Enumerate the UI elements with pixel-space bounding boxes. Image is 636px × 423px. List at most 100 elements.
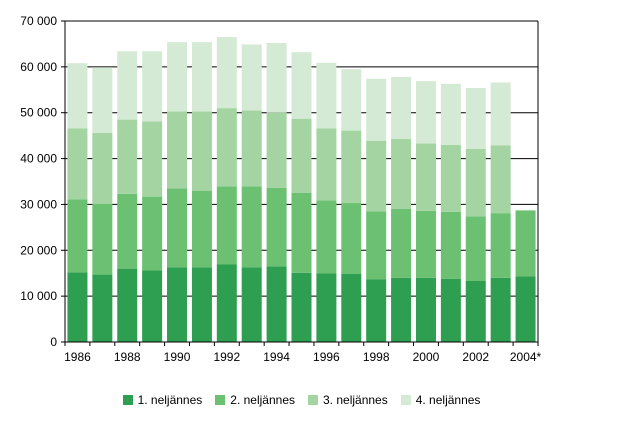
legend-label: 4. neljännes xyxy=(415,393,481,407)
x-tick-label: 2004* xyxy=(510,350,542,364)
bar-segment xyxy=(391,76,412,139)
x-tick-label: 1986 xyxy=(64,350,91,364)
bar-segment xyxy=(216,186,237,265)
bar-segment xyxy=(142,121,163,197)
y-tick-label: 0 xyxy=(50,335,57,349)
bar-segment xyxy=(92,274,113,342)
y-tick-label: 50 000 xyxy=(20,106,57,120)
legend-item-1: 1. neljännes xyxy=(122,393,202,407)
bar-segment xyxy=(440,83,461,145)
bar-segment xyxy=(341,69,362,131)
bar-segment xyxy=(191,190,212,268)
bar-segment xyxy=(191,267,212,342)
bar-segment xyxy=(167,42,188,112)
x-tick-label: 2002 xyxy=(462,350,489,364)
bar-segment xyxy=(241,267,262,342)
y-tick-label: 60 000 xyxy=(20,60,57,74)
bar-segment xyxy=(415,143,436,211)
bar-segment xyxy=(465,281,486,342)
bar-segment xyxy=(415,81,436,144)
bar-segment xyxy=(92,203,113,275)
bar-segment xyxy=(465,87,486,149)
x-tick-label: 1992 xyxy=(213,350,240,364)
y-tick-label: 30 000 xyxy=(20,197,57,211)
bar-segment xyxy=(241,186,262,268)
x-tick-label: 1990 xyxy=(164,350,191,364)
bar-segment xyxy=(291,192,312,273)
bar-segment xyxy=(67,63,88,129)
bar-segment xyxy=(216,264,237,342)
legend-item-2: 2. neljännes xyxy=(215,393,295,407)
bar-segment xyxy=(465,216,486,282)
legend-label: 2. neljännes xyxy=(230,393,295,407)
bar-segment xyxy=(117,119,138,194)
bar-segment xyxy=(366,78,387,141)
bar-segment xyxy=(490,145,511,214)
bar-segment xyxy=(266,266,287,342)
bar-segment xyxy=(316,62,337,129)
bar-segment xyxy=(191,42,212,112)
bar-segment xyxy=(117,193,138,269)
bar-segment xyxy=(92,67,113,133)
legend-swatch xyxy=(215,395,226,405)
legend-swatch xyxy=(308,395,318,405)
legend-item-4: 4. neljännes xyxy=(400,393,481,407)
bar-segment xyxy=(316,273,337,342)
x-tick-label: 1996 xyxy=(313,350,340,364)
bar-segment xyxy=(391,138,412,210)
bar-segment xyxy=(92,132,113,204)
bar-segment xyxy=(440,278,461,342)
bar-segment xyxy=(490,82,511,146)
bar-segment xyxy=(67,199,88,273)
y-tick-label: 40 000 xyxy=(20,152,57,166)
bar-segment xyxy=(117,51,138,120)
y-tick-label: 20 000 xyxy=(20,243,57,257)
bar-segment xyxy=(142,270,163,342)
bar-segment xyxy=(515,276,536,342)
legend-label: 3. neljännes xyxy=(323,393,388,407)
legend-swatch xyxy=(122,395,133,405)
bar-segment xyxy=(67,272,88,342)
bar-segment xyxy=(266,187,287,267)
x-tick-label: 2000 xyxy=(413,350,440,364)
x-tick-label: 1988 xyxy=(114,350,141,364)
bar-segment xyxy=(291,272,312,342)
legend-item-3: 3. neljännes xyxy=(308,393,388,407)
bar-segment xyxy=(117,268,138,342)
bar-segment xyxy=(167,111,188,189)
bar-segment xyxy=(440,211,461,279)
bar-segment xyxy=(490,213,511,278)
bar-segment xyxy=(67,128,88,200)
y-tick-label: 10 000 xyxy=(20,289,57,303)
bar-segment xyxy=(191,111,212,191)
bar-segment xyxy=(316,200,337,274)
bar-segment xyxy=(490,277,511,342)
bar-segment xyxy=(366,279,387,342)
bar-segment xyxy=(391,209,412,278)
x-tick-label: 1998 xyxy=(363,350,390,364)
bar-segment xyxy=(216,37,237,109)
bar-segment xyxy=(316,128,337,201)
bar-segment xyxy=(142,196,163,271)
bar-segment xyxy=(142,51,163,122)
bar-segment xyxy=(366,211,387,280)
bar-segment xyxy=(366,140,387,212)
bar-segment xyxy=(391,277,412,342)
bar-segment xyxy=(241,110,262,187)
bar-segment xyxy=(291,118,312,193)
bar-segment xyxy=(341,273,362,342)
bar-segment xyxy=(167,188,188,268)
legend: 1. neljännes 2. neljännes 3. neljännes 4. n… xyxy=(65,393,538,407)
bar-segment xyxy=(291,52,312,119)
bar-segment xyxy=(241,44,262,111)
bar-segment xyxy=(415,210,436,278)
bar-segment xyxy=(440,144,461,212)
bar-segment xyxy=(266,43,287,113)
bar-segment xyxy=(341,130,362,204)
y-tick-label: 70 000 xyxy=(20,14,57,28)
bar-segment xyxy=(167,267,188,342)
x-tick-label: 1994 xyxy=(263,350,290,364)
legend-swatch xyxy=(400,395,411,405)
